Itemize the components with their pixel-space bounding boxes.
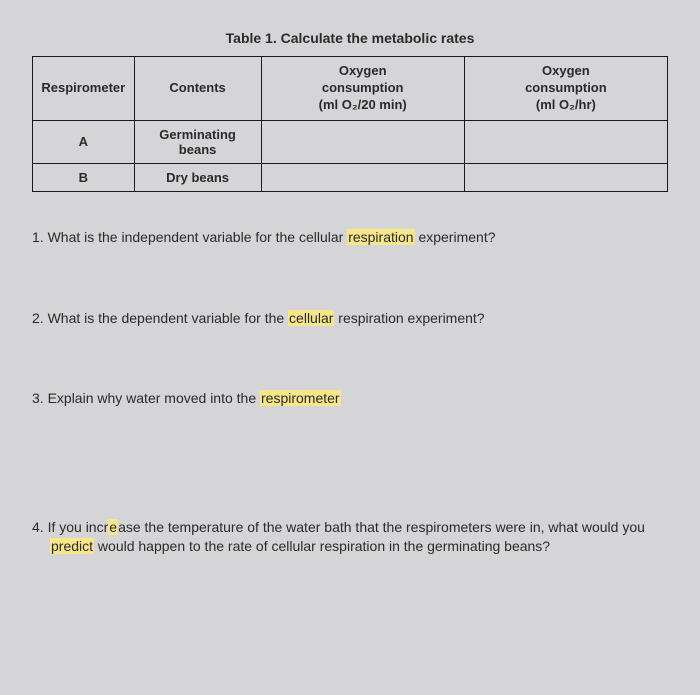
- question-1: 1. What is the independent variable for …: [32, 228, 668, 247]
- highlight-text: respiration: [347, 229, 414, 245]
- question-4: 4. If you increase the temperature of th…: [32, 518, 668, 556]
- table-row: B Dry beans: [33, 163, 668, 191]
- cell-o2-20min: [261, 163, 464, 191]
- table-row: A Germinating beans: [33, 120, 668, 163]
- highlight-text: respirometer: [260, 390, 341, 406]
- cell-o2-hr: [464, 120, 667, 163]
- cell-o2-20min: [261, 120, 464, 163]
- question-2: 2. What is the dependent variable for th…: [32, 309, 668, 328]
- highlight-text: cellular: [288, 310, 334, 326]
- table-title: Table 1. Calculate the metabolic rates: [32, 30, 668, 46]
- header-oxygen-20min: Oxygen consumption (ml O₂/20 min): [261, 57, 464, 121]
- cell-contents: Dry beans: [134, 163, 261, 191]
- header-respirometer: Respirometer: [33, 57, 135, 121]
- cell-respirometer: A: [33, 120, 135, 163]
- cell-contents: Germinating beans: [134, 120, 261, 163]
- header-contents: Contents: [134, 57, 261, 121]
- question-3: 3. Explain why water moved into the resp…: [32, 389, 668, 408]
- worksheet-page: Table 1. Calculate the metabolic rates R…: [0, 0, 700, 695]
- highlight-text: predict: [50, 538, 94, 554]
- highlight-text: e: [108, 519, 118, 535]
- metabolic-rate-table: Respirometer Contents Oxygen consumption…: [32, 56, 668, 192]
- cell-respirometer: B: [33, 163, 135, 191]
- header-oxygen-hr: Oxygen consumption (ml O₂/hr): [464, 57, 667, 121]
- cell-o2-hr: [464, 163, 667, 191]
- table-header-row: Respirometer Contents Oxygen consumption…: [33, 57, 668, 121]
- questions-section: 1. What is the independent variable for …: [32, 228, 668, 556]
